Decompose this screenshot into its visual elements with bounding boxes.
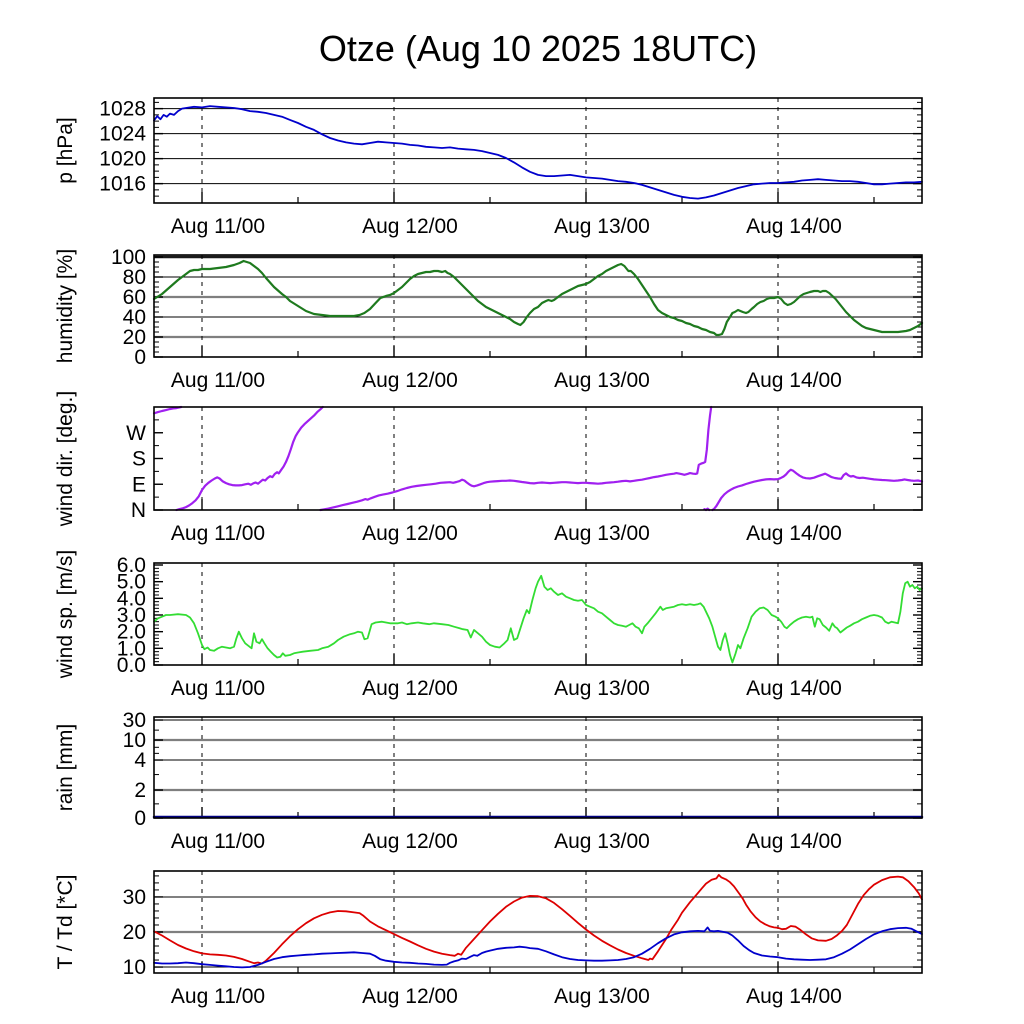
xtick-label: Aug 14/00 xyxy=(746,369,842,392)
xtick-label: Aug 11/00 xyxy=(171,369,265,392)
ytick-label-rain: 4 xyxy=(134,749,146,772)
xtick-label: Aug 12/00 xyxy=(362,985,458,1008)
panel-border-humidity xyxy=(153,254,923,358)
ytick-label-windspeed: 3.0 xyxy=(117,604,146,627)
ytick-label-winddir: S xyxy=(132,448,146,471)
ylabel-rain: rain [mm] xyxy=(54,724,77,812)
ytick-label-winddir: N xyxy=(131,499,146,522)
ytick-label-winddir: W xyxy=(126,422,146,445)
ytick-label-windspeed: 0.0 xyxy=(117,654,146,677)
chart-title: Otze (Aug 10 2025 18UTC) xyxy=(318,28,758,69)
ytick-label-pressure: 1016 xyxy=(99,173,146,196)
humidity-line xyxy=(152,259,924,337)
pressure-line xyxy=(153,105,923,200)
xtick-label: Aug 12/00 xyxy=(362,522,458,545)
xtick-label: Aug 14/00 xyxy=(746,677,842,700)
xtick-label: Aug 13/00 xyxy=(554,830,650,853)
ytick-label-temp: 30 xyxy=(123,886,146,909)
ylabel-humidity: humidity [%] xyxy=(54,249,77,363)
ytick-label-humidity: 100 xyxy=(111,246,146,269)
xtick-label: Aug 13/00 xyxy=(554,985,650,1008)
xtick-label: Aug 11/00 xyxy=(171,830,265,853)
panel-border-rain xyxy=(153,716,923,819)
ytick-label-humidity: 80 xyxy=(123,266,146,289)
panel-windspeed: 0.01.02.03.04.05.06.0 Aug 11/00 Aug 12/00 A… xyxy=(54,550,923,700)
xtick-label: Aug 13/00 xyxy=(554,215,650,238)
ytick-label-rain: 2 xyxy=(134,779,146,802)
xtick-label: Aug 12/00 xyxy=(362,369,458,392)
xtick-label: Aug 12/00 xyxy=(362,677,458,700)
panel-border-pressure xyxy=(153,97,923,204)
panel-temp: 10 20 30 Aug 11/00 Aug 12/00 Aug 13/00 Aug 14/… xyxy=(54,870,923,1008)
ytick-label-temp: 20 xyxy=(123,921,146,944)
xtick-label: Aug 14/00 xyxy=(746,215,842,238)
wind-speed-line xyxy=(153,574,923,664)
dewpoint-Td-line xyxy=(153,926,923,969)
ytick-label-rain: 0 xyxy=(134,807,146,830)
ytick-label-humidity: 0 xyxy=(134,346,146,369)
ytick-label-pressure: 1024 xyxy=(99,123,146,146)
ytick-label-winddir: E xyxy=(132,473,146,496)
ytick-label-windspeed: 1.0 xyxy=(117,637,146,660)
ylabel-temp: T / Td [*C] xyxy=(54,875,77,970)
ytick-label-windspeed: 5.0 xyxy=(117,571,146,594)
wind-direction-line xyxy=(711,468,924,512)
wind-direction-line xyxy=(175,405,324,512)
xtick-label: Aug 14/00 xyxy=(746,522,842,545)
temperature-T-line xyxy=(153,874,923,965)
ytick-label-pressure: 1028 xyxy=(99,98,146,121)
ytick-label-windspeed: 6.0 xyxy=(117,554,146,577)
xtick-label: Aug 12/00 xyxy=(362,215,458,238)
panel-border-temp xyxy=(153,870,923,974)
ytick-label-rain: 10 xyxy=(123,729,146,752)
xtick-label: Aug 11/00 xyxy=(171,677,265,700)
wind-direction-line xyxy=(152,405,183,415)
ylabel-pressure: p [hPa] xyxy=(54,117,77,184)
xtick-label: Aug 14/00 xyxy=(746,830,842,853)
xtick-label: Aug 13/00 xyxy=(554,677,650,700)
ytick-label-humidity: 60 xyxy=(123,286,146,309)
ylabel-winddir: wind dir. [deg.] xyxy=(54,391,77,527)
ytick-label-rain: 30 xyxy=(123,709,146,732)
xtick-label: Aug 13/00 xyxy=(554,522,650,545)
ytick-label-humidity: 40 xyxy=(123,306,146,329)
xtick-label: Aug 11/00 xyxy=(171,522,265,545)
xtick-label: Aug 12/00 xyxy=(362,830,458,853)
xtick-label: Aug 14/00 xyxy=(746,985,842,1008)
wind-direction-line xyxy=(319,405,713,512)
xtick-label: Aug 11/00 xyxy=(171,985,265,1008)
ytick-label-windspeed: 2.0 xyxy=(117,621,146,644)
ytick-label-windspeed: 4.0 xyxy=(117,587,146,610)
ylabel-windspeed: wind sp. [m/s] xyxy=(54,550,77,679)
panel-border-winddir xyxy=(153,406,923,511)
ytick-label-temp: 10 xyxy=(123,956,146,979)
xtick-label: Aug 13/00 xyxy=(554,369,650,392)
ytick-label-humidity: 20 xyxy=(123,326,146,349)
xtick-label: Aug 11/00 xyxy=(171,215,265,238)
panel-border-windspeed xyxy=(153,562,923,666)
ytick-label-pressure: 1020 xyxy=(99,148,146,171)
